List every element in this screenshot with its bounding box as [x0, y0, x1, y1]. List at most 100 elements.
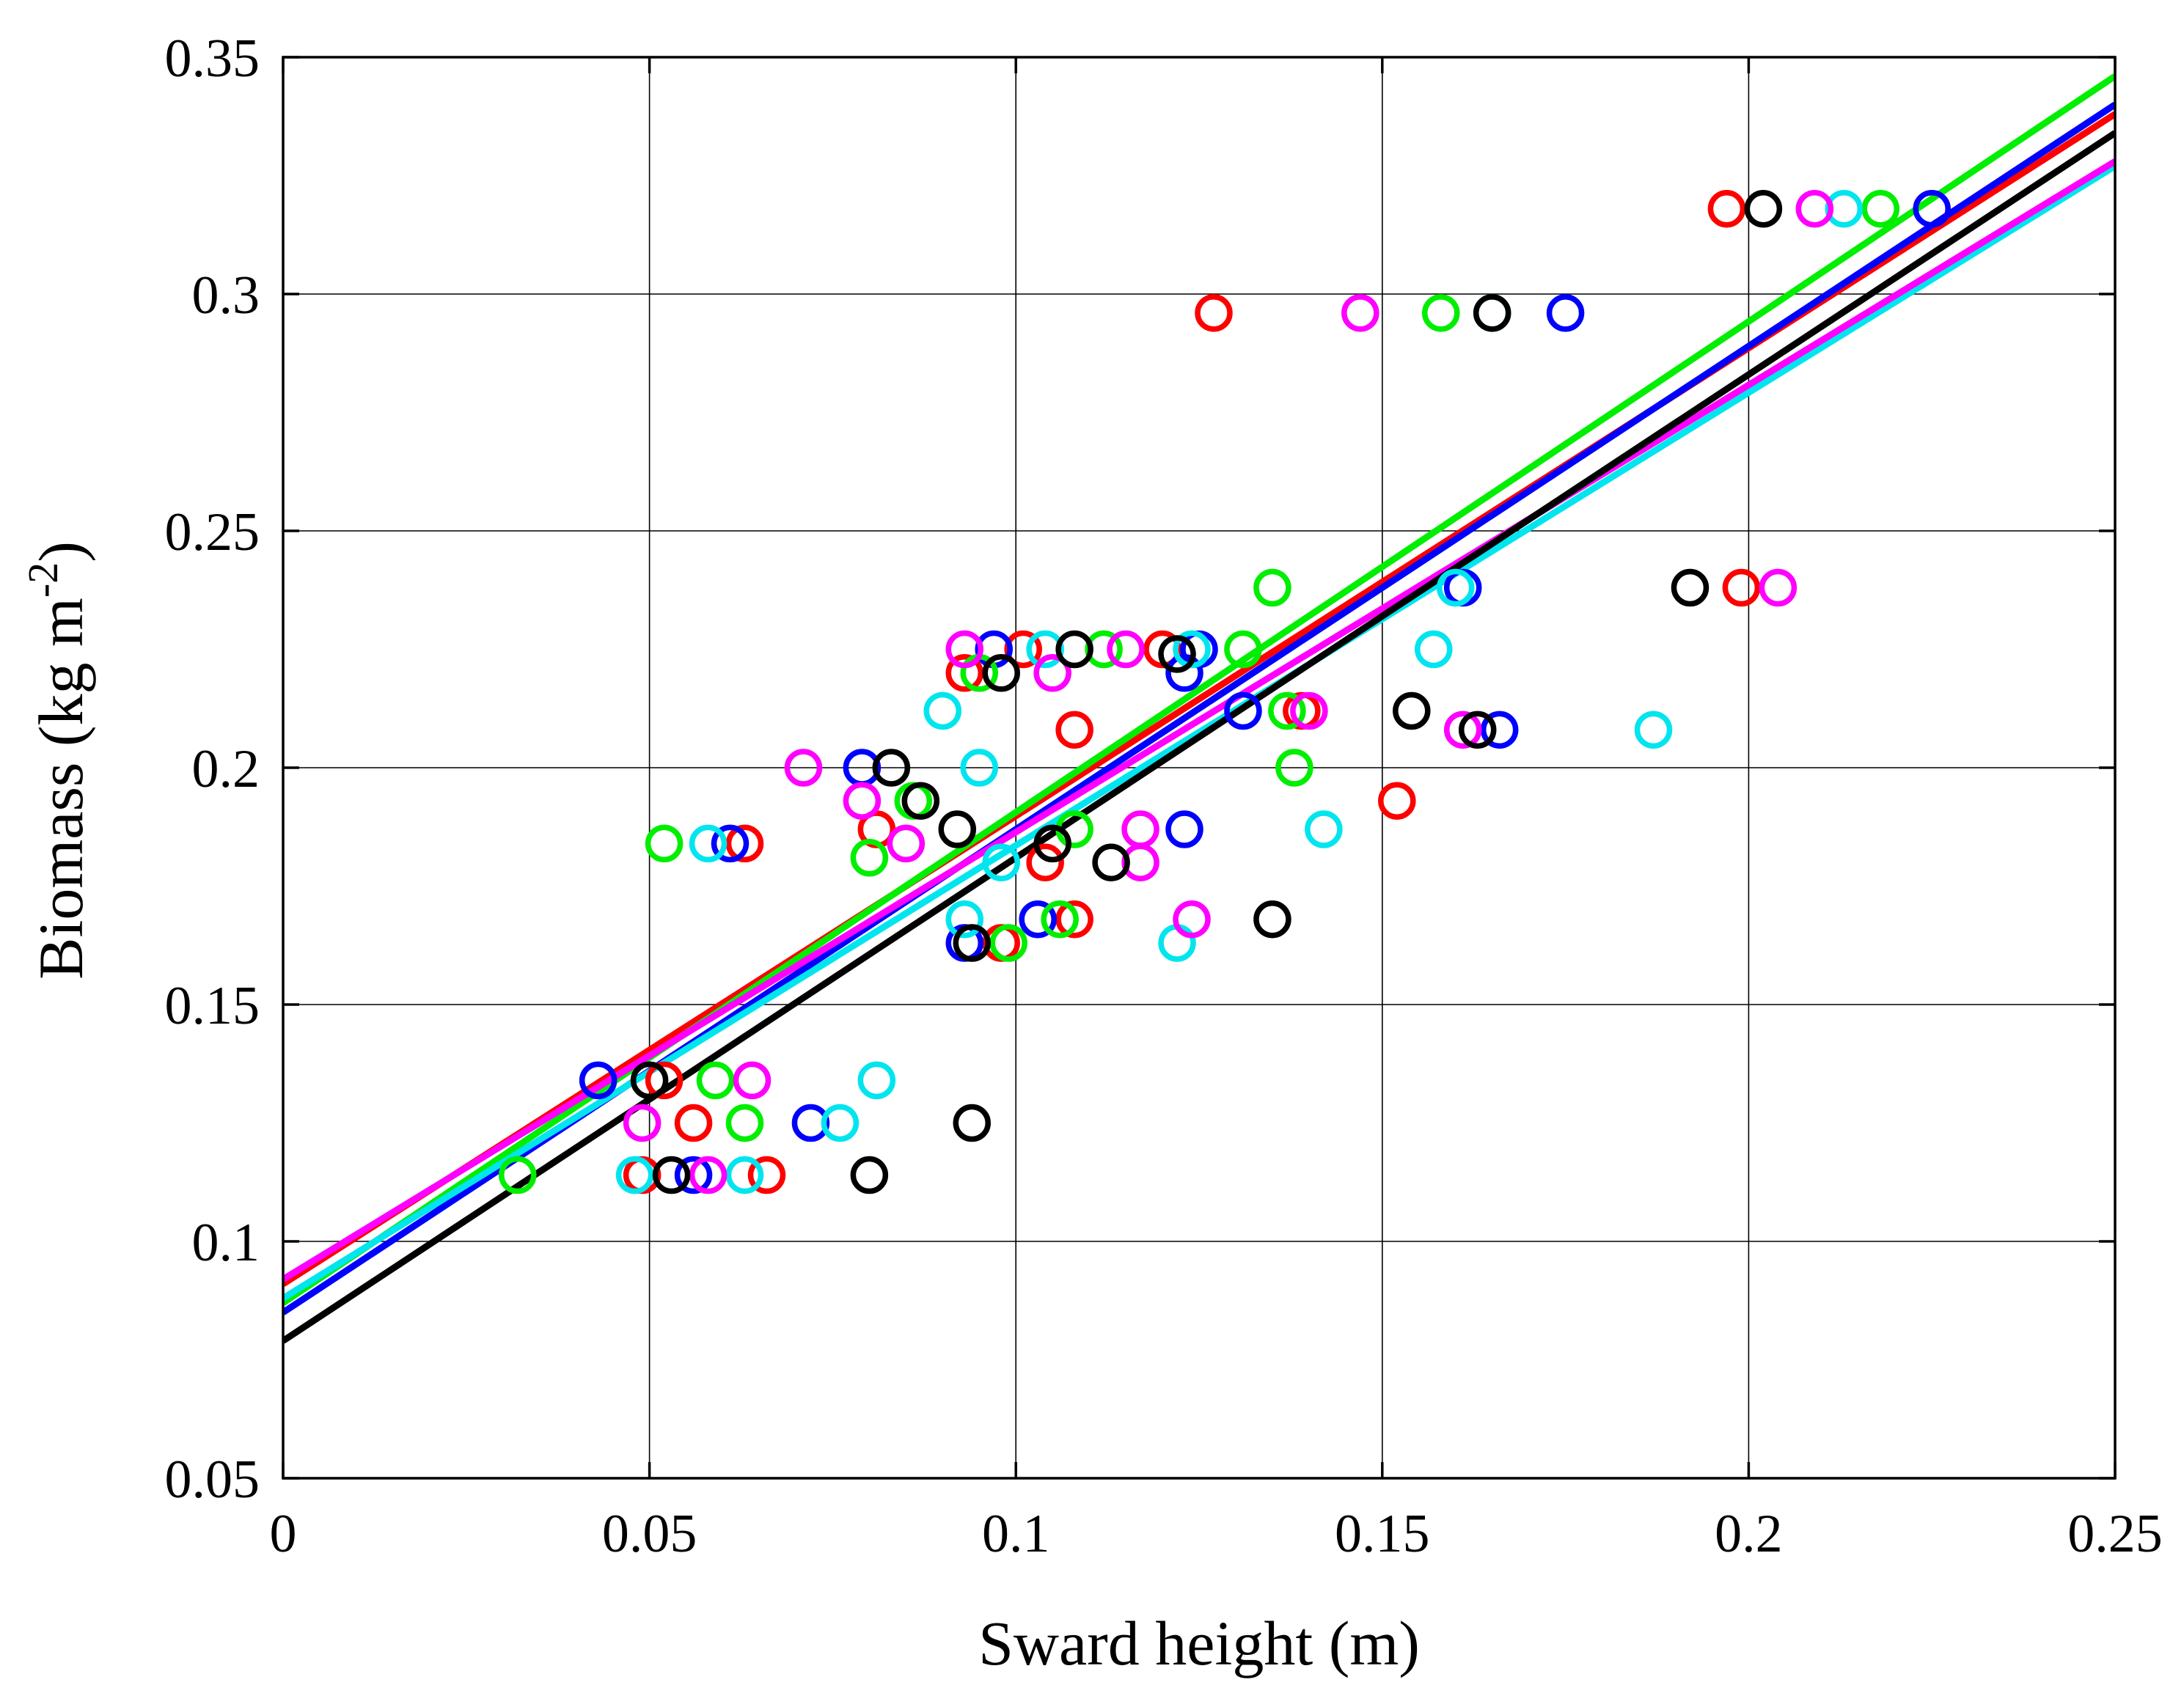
fit-line-cyan [283, 163, 2115, 1302]
data-point-blue [1165, 810, 1203, 848]
grid [282, 56, 2116, 1479]
data-point-green [1421, 294, 1460, 332]
data-point-cyan [1436, 568, 1475, 607]
y-tick-label: 0.25 [165, 502, 260, 562]
data-point-black [1744, 189, 1783, 228]
y-tick-label: 0.1 [192, 1213, 260, 1273]
data-point-red [1722, 568, 1761, 607]
data-point-cyan [689, 824, 728, 863]
data-point-green [645, 824, 684, 863]
data-point-green [725, 1104, 764, 1142]
data-point-black [1253, 900, 1291, 939]
x-tick-label: 0 [270, 1504, 297, 1564]
fit-line-green [283, 73, 2115, 1306]
fit-line-magenta [283, 158, 2115, 1282]
data-point-magenta [1107, 630, 1145, 669]
data-point-blue [1480, 711, 1519, 749]
data-point-magenta [623, 1104, 662, 1142]
y-tick-label: 0.35 [165, 29, 260, 89]
data-point-cyan [923, 691, 962, 730]
data-point-magenta [733, 1061, 772, 1100]
data-point-cyan [1026, 630, 1064, 669]
data-point-red [1055, 711, 1093, 749]
data-point-cyan [1634, 711, 1673, 749]
data-point-magenta [784, 749, 823, 787]
data-point-red [1055, 900, 1093, 939]
data-point-blue [711, 824, 750, 863]
x-tick-label: 0.1 [982, 1504, 1050, 1564]
data-point-magenta [1443, 711, 1482, 749]
data-point-magenta [1341, 294, 1379, 332]
data-point-green [498, 1156, 537, 1194]
data-point-black [652, 1156, 691, 1194]
data-point-green [1041, 900, 1079, 939]
data-point-black [1671, 568, 1710, 607]
data-point-green [1224, 630, 1262, 669]
data-point-magenta [1033, 654, 1071, 692]
tick-marks [282, 56, 2117, 1480]
data-point-green [1253, 568, 1291, 607]
data-point-cyan [821, 1104, 860, 1142]
data-point-cyan [615, 1156, 654, 1194]
data-point-black [938, 810, 977, 848]
data-point-blue [1546, 294, 1585, 332]
data-point-green [1268, 691, 1306, 730]
y-tick-labels: 0.05 0.1 0.15 0.2 0.25 0.3 0.35 [165, 29, 260, 1510]
x-tick-label: 0.15 [1335, 1504, 1430, 1564]
data-point-cyan [960, 749, 998, 787]
fit-lines [283, 73, 2115, 1344]
data-point-cyan [1825, 189, 1864, 228]
data-point-blue [791, 1104, 830, 1142]
data-point-black [850, 1156, 889, 1194]
x-axis-label: Sward height (m) [978, 1608, 1420, 1678]
data-point-red [645, 1061, 684, 1100]
data-point-black [982, 654, 1020, 692]
data-point-magenta [945, 630, 984, 669]
y-tick-label: 0.3 [192, 265, 260, 326]
data-point-black [1033, 824, 1071, 863]
data-point-black [953, 1104, 991, 1142]
data-point-magenta [843, 782, 882, 820]
data-point-blue [1019, 900, 1057, 939]
data-point-cyan [945, 900, 984, 939]
x-tick-label: 0.2 [1715, 1504, 1783, 1564]
data-point-black [901, 782, 940, 820]
data-point-red [1195, 294, 1233, 332]
y-axis-label-suffix: ) [26, 541, 96, 562]
data-point-red [1707, 189, 1746, 228]
y-axis-label: Biomass (kg m-2) [19, 541, 96, 980]
data-point-cyan [725, 1156, 764, 1194]
data-point-cyan [1414, 630, 1453, 669]
data-point-green [989, 924, 1027, 962]
y-tick-label: 0.2 [192, 739, 260, 799]
data-point-blue [674, 1156, 713, 1194]
data-point-black [630, 1061, 669, 1100]
data-point-blue [579, 1061, 618, 1100]
data-point-cyan [1158, 924, 1196, 962]
x-tick-label: 0.25 [2067, 1504, 2163, 1564]
data-point-magenta [1173, 900, 1211, 939]
data-point-black [1458, 711, 1497, 749]
data-point-magenta [1759, 568, 1798, 607]
y-tick-label: 0.05 [165, 1450, 260, 1510]
data-point-red [945, 654, 984, 692]
data-point-black [953, 924, 991, 962]
data-point-magenta [1795, 189, 1834, 228]
data-point-black [872, 749, 911, 787]
data-point-green [1275, 749, 1313, 787]
data-point-magenta [689, 1156, 728, 1194]
x-tick-label: 0.05 [602, 1504, 697, 1564]
data-point-cyan [857, 1061, 896, 1100]
data-point-black [1092, 843, 1130, 881]
data-point-black [1158, 635, 1196, 673]
data-point-red [1004, 630, 1042, 669]
data-point-blue [1224, 691, 1262, 730]
data-point-black [1055, 630, 1093, 669]
data-point-black [1473, 294, 1511, 332]
fit-line-black [283, 130, 2115, 1344]
data-point-red [725, 824, 764, 863]
data-point-cyan [982, 843, 1020, 881]
data-point-red [1378, 782, 1416, 820]
data-point-cyan [1305, 810, 1343, 848]
